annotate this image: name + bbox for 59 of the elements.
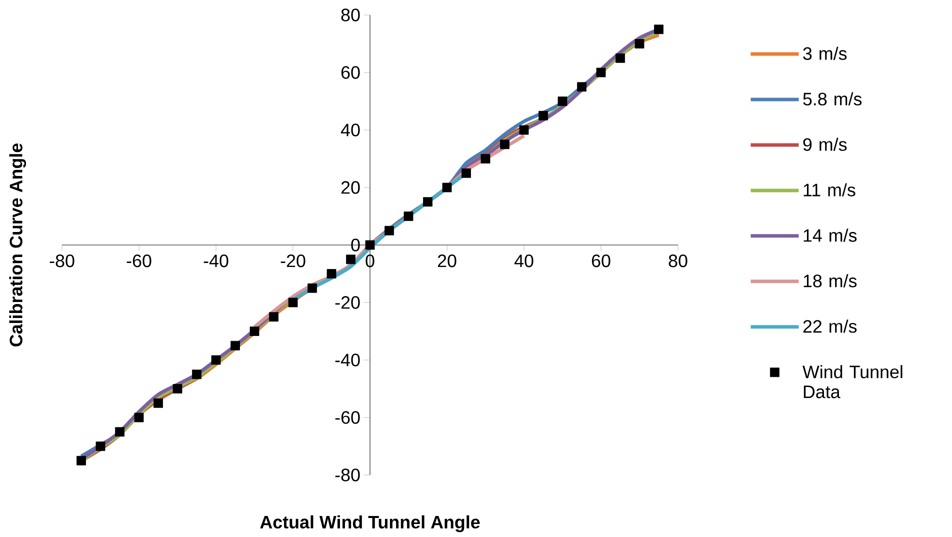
point [384,226,394,236]
y-tick-label: -40 [335,354,360,366]
point [346,254,356,264]
legend-label: 11 m/s [804,183,856,196]
x-tick-label: -40 [204,254,228,268]
legend-label: 3 m/s [803,46,847,60]
x-tick-label: 40 [514,254,534,268]
point [288,298,298,308]
x-tick-label: 20 [438,254,456,268]
point [134,412,144,422]
legend-label: 9 m/s [803,138,847,151]
legend-label: 18 m/s [804,274,857,288]
x-tick-label: 0 [366,254,374,268]
point [480,154,490,164]
point [192,370,202,380]
point [76,456,86,466]
point [538,110,548,120]
point [462,168,471,178]
point [230,340,240,350]
point [404,212,414,221]
point [577,82,586,92]
y-tick-label: 0 [351,238,360,252]
y-tick-label: -80 [335,468,360,482]
point [172,384,182,394]
y-tick-label: -60 [335,411,360,424]
point [616,53,625,63]
point [654,24,664,34]
point [423,197,432,207]
y-tick-label: -20 [335,296,360,309]
point [365,240,375,250]
y-tick-label: 20 [341,181,360,194]
x-tick-label: 80 [668,254,688,268]
y-tick-label: 80 [341,8,360,22]
point [308,283,317,293]
x-tick-label: -20 [280,254,306,268]
x-axis-title: Actual Wind Tunnel Angle [260,515,480,532]
point [500,140,510,150]
y-tick-label: 60 [341,66,360,79]
x-tick-label: -80 [50,254,74,268]
x-tick-label: -60 [126,254,152,268]
point [519,125,529,135]
x-tick-label: 60 [592,254,610,268]
point [115,427,124,437]
point [442,182,452,192]
point [250,326,260,336]
point [558,96,568,106]
point [96,442,106,451]
point [326,269,336,278]
legend-label: 22 m/s [803,320,857,333]
point [211,355,221,365]
point [154,398,163,408]
legend-label: 5.8 m/s [803,92,862,106]
legend-label: 14 m/s [804,228,857,242]
y-axis-title: Calibration Curve Angle [9,143,26,346]
point [596,68,606,78]
point [634,39,644,48]
legend-label: Wind Tunnel Data [802,365,902,398]
y-tick-label: 40 [340,124,360,136]
point [269,312,278,322]
